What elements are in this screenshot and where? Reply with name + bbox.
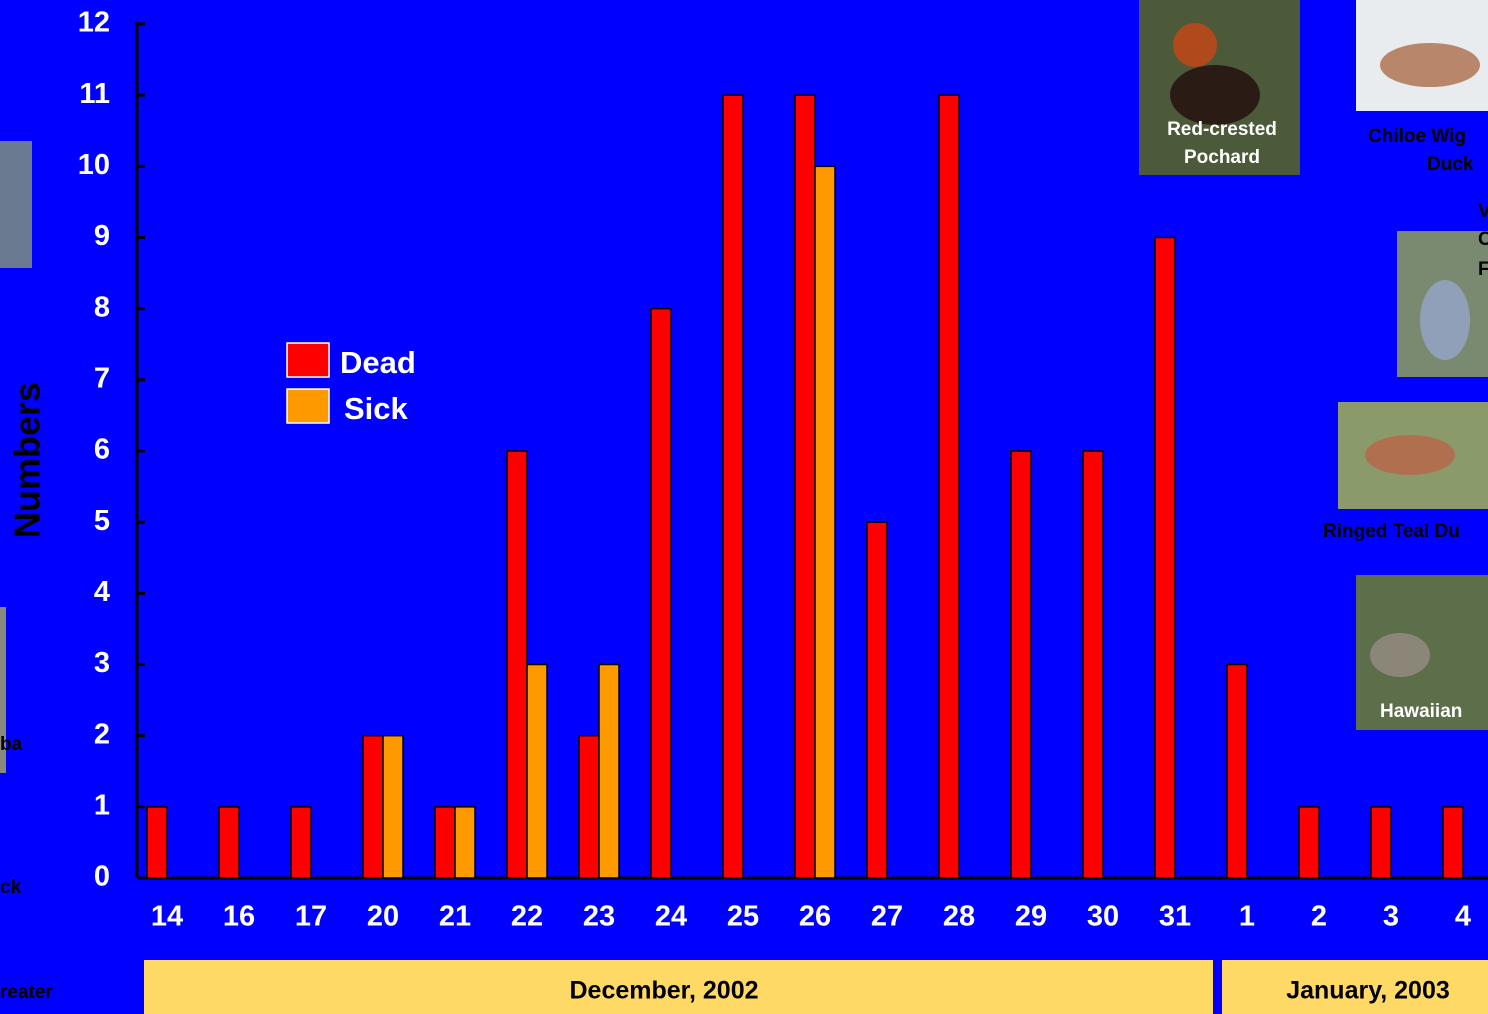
x-tick-label: 2 xyxy=(1311,901,1327,933)
x-tick-label: 1 xyxy=(1239,901,1255,933)
y-tick-label: 3 xyxy=(94,647,110,679)
bar xyxy=(290,806,312,879)
photo-caption: reater xyxy=(0,982,53,1003)
photo xyxy=(0,607,6,773)
group-label: December, 2002 xyxy=(569,977,758,1005)
photo-detail xyxy=(1170,65,1260,125)
group-band xyxy=(144,960,1213,1014)
photo-caption: Hawaiian xyxy=(1380,701,1462,722)
x-tick-label: 20 xyxy=(367,901,399,933)
photo-caption: Pochard xyxy=(1184,147,1260,168)
photo-caption: F xyxy=(1478,259,1488,280)
y-tick-label: 0 xyxy=(94,861,110,893)
x-tick-label: 23 xyxy=(583,901,615,933)
bar xyxy=(526,663,548,879)
x-tick-label: 16 xyxy=(223,901,255,933)
photo-detail xyxy=(1365,435,1455,475)
photo-detail xyxy=(1420,280,1470,360)
bar xyxy=(1082,450,1104,879)
bar xyxy=(434,806,456,879)
photo-caption: ba xyxy=(0,734,23,755)
legend-label: Dead xyxy=(340,345,416,380)
bar xyxy=(814,165,836,879)
y-tick-label: 9 xyxy=(94,220,110,252)
bar xyxy=(578,734,600,879)
legend-label: Sick xyxy=(344,391,409,426)
y-tick-label: 2 xyxy=(94,718,110,750)
bar xyxy=(1154,236,1176,879)
bar xyxy=(1010,450,1032,879)
photo-caption: ck xyxy=(0,877,22,898)
y-tick-label: 5 xyxy=(94,505,110,537)
x-tick-label: 30 xyxy=(1087,901,1119,933)
x-tick-label: 4 xyxy=(1455,901,1471,933)
bar xyxy=(1226,663,1248,879)
y-tick-label: 8 xyxy=(94,291,110,323)
bar xyxy=(650,307,672,879)
photo-caption: Duck xyxy=(1427,154,1474,175)
x-tick-label: 27 xyxy=(871,901,903,933)
photo-caption: V xyxy=(1478,201,1488,222)
bar xyxy=(506,450,528,879)
bar xyxy=(1442,806,1464,879)
legend-swatch xyxy=(286,342,330,378)
bar xyxy=(382,734,404,879)
x-tick-label: 28 xyxy=(943,901,975,933)
x-tick-label: 3 xyxy=(1383,901,1399,933)
x-tick-label: 24 xyxy=(655,901,687,933)
bar xyxy=(1298,806,1320,879)
photo xyxy=(0,141,32,268)
y-tick-label: 10 xyxy=(78,149,110,181)
bar xyxy=(454,806,476,879)
group-band xyxy=(1222,960,1488,1014)
legend-swatch xyxy=(286,388,330,424)
photo-caption: Red-crested xyxy=(1167,119,1277,140)
x-tick-label: 17 xyxy=(295,901,327,933)
photo-caption: Ringed Teal Du xyxy=(1323,521,1460,542)
photo-detail xyxy=(1173,23,1217,67)
photo-caption: Chiloe Wig xyxy=(1368,126,1466,147)
group-label: January, 2003 xyxy=(1286,977,1450,1005)
y-tick-label: 12 xyxy=(78,7,110,39)
x-tick-label: 31 xyxy=(1159,901,1191,933)
y-tick-label: 6 xyxy=(94,434,110,466)
y-tick-label: 11 xyxy=(79,78,110,110)
bar xyxy=(938,94,960,879)
x-tick-label: 25 xyxy=(727,901,759,933)
bar xyxy=(362,734,384,879)
y-axis-label: Numbers xyxy=(7,382,48,538)
bar xyxy=(1370,806,1392,879)
x-tick-label: 14 xyxy=(151,901,183,933)
y-tick-label: 7 xyxy=(94,362,110,394)
photo-caption: C xyxy=(1478,229,1488,250)
x-tick-label: 22 xyxy=(511,901,543,933)
x-tick-label: 26 xyxy=(799,901,831,933)
photo-detail xyxy=(1370,633,1430,677)
photo-detail xyxy=(1380,43,1480,87)
x-tick-label: 29 xyxy=(1015,901,1047,933)
bar xyxy=(218,806,240,879)
bar xyxy=(866,521,888,879)
bar xyxy=(598,663,620,879)
bar xyxy=(794,94,816,879)
y-tick-label: 4 xyxy=(94,576,110,608)
bar xyxy=(722,94,744,879)
bar xyxy=(146,806,168,879)
y-tick-label: 1 xyxy=(94,789,110,821)
x-tick-label: 21 xyxy=(439,901,471,933)
